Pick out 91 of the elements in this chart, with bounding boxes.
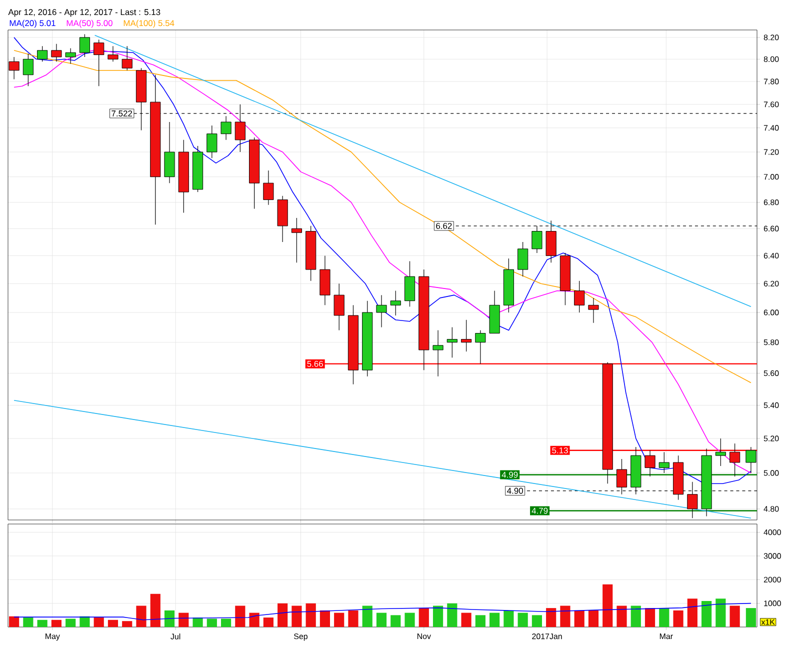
- bar: [630, 606, 641, 627]
- bar: [150, 594, 160, 627]
- bar: [376, 612, 387, 627]
- bar: [404, 612, 415, 627]
- candlestick: [79, 34, 90, 58]
- bar: [716, 598, 726, 627]
- bar: [122, 621, 132, 627]
- bar: [659, 608, 670, 627]
- candlestick: [460, 320, 472, 352]
- candlestick: [37, 46, 48, 62]
- bar: [320, 610, 330, 627]
- candlestick: [263, 170, 274, 206]
- bar: [546, 608, 556, 627]
- bar: [66, 618, 76, 627]
- candlestick: [475, 330, 486, 364]
- bar: [390, 615, 401, 627]
- bar: [292, 606, 302, 627]
- line-series: [14, 50, 752, 384]
- ref-line-label: 4.99: [502, 472, 518, 478]
- bar: [278, 603, 288, 627]
- bar: [418, 608, 429, 627]
- bar: [574, 610, 584, 627]
- candlestick: [588, 298, 599, 324]
- bar: [532, 615, 542, 627]
- bar: [136, 606, 146, 627]
- bar: [644, 608, 656, 627]
- ref-line-label: 7.522: [112, 110, 132, 116]
- candlestick: [51, 44, 62, 62]
- bar: [206, 618, 217, 627]
- bar: [348, 610, 358, 627]
- ref-line-label: 5.66: [307, 360, 323, 367]
- bar: [432, 606, 444, 627]
- bar: [701, 600, 712, 627]
- bar: [560, 606, 570, 627]
- ref-line-label: 6.62: [436, 222, 452, 229]
- candlestick: [291, 218, 302, 263]
- bar: [602, 584, 613, 627]
- bar: [334, 612, 344, 627]
- bar: [362, 606, 372, 627]
- candlestick: [730, 443, 740, 477]
- candlestick: [108, 46, 118, 62]
- chart-title: Apr 12, 2016 - Apr 12, 2017 - Last : 5.13: [8, 9, 160, 17]
- candlestick: [658, 452, 670, 474]
- bar: [37, 620, 48, 627]
- bar: [51, 620, 62, 627]
- bar: [461, 612, 472, 627]
- bar: [687, 598, 698, 627]
- bar: [249, 612, 260, 627]
- bar: [746, 608, 756, 627]
- bar: [306, 603, 316, 627]
- candlestick: [518, 242, 528, 277]
- candlestick: [432, 330, 444, 377]
- bar: [220, 618, 232, 627]
- candlestick: [65, 48, 76, 64]
- candlestick: [206, 125, 218, 158]
- candlestick: [22, 53, 34, 86]
- bar: [673, 610, 684, 627]
- candlestick: [334, 283, 344, 331]
- bar: [9, 616, 20, 627]
- candlestick: [94, 39, 104, 86]
- bar: [730, 606, 740, 627]
- bar: [164, 610, 175, 627]
- line-series: [14, 602, 752, 620]
- bar: [588, 610, 599, 627]
- text: MA(50) 5.00: [66, 20, 112, 28]
- bar: [518, 612, 528, 627]
- text: MA(100) 5.54: [124, 20, 174, 28]
- candlestick: [574, 280, 585, 313]
- candlestick: [220, 116, 232, 140]
- candlestick: [446, 326, 458, 358]
- candlestick: [390, 290, 401, 316]
- bar: [178, 612, 189, 627]
- bar: [235, 606, 246, 627]
- ref-line-label: 4.79: [532, 508, 548, 514]
- series-label: MA(20) 5.01: [10, 20, 56, 28]
- candlestick: [122, 46, 132, 71]
- candlestick: [715, 438, 726, 466]
- bar: [80, 616, 90, 627]
- ref-line-label: 5.13: [552, 447, 568, 454]
- bar: [108, 620, 118, 627]
- bar: [94, 618, 104, 627]
- bar: [616, 606, 627, 627]
- candlestick: [376, 294, 387, 328]
- bar: [475, 615, 486, 627]
- bar: [490, 612, 500, 627]
- bar: [447, 603, 458, 627]
- ref-line-label: 4.90: [507, 488, 523, 494]
- bar: [263, 618, 274, 627]
- candlestick: [644, 450, 656, 477]
- bar: [23, 618, 34, 627]
- bar: [504, 610, 514, 627]
